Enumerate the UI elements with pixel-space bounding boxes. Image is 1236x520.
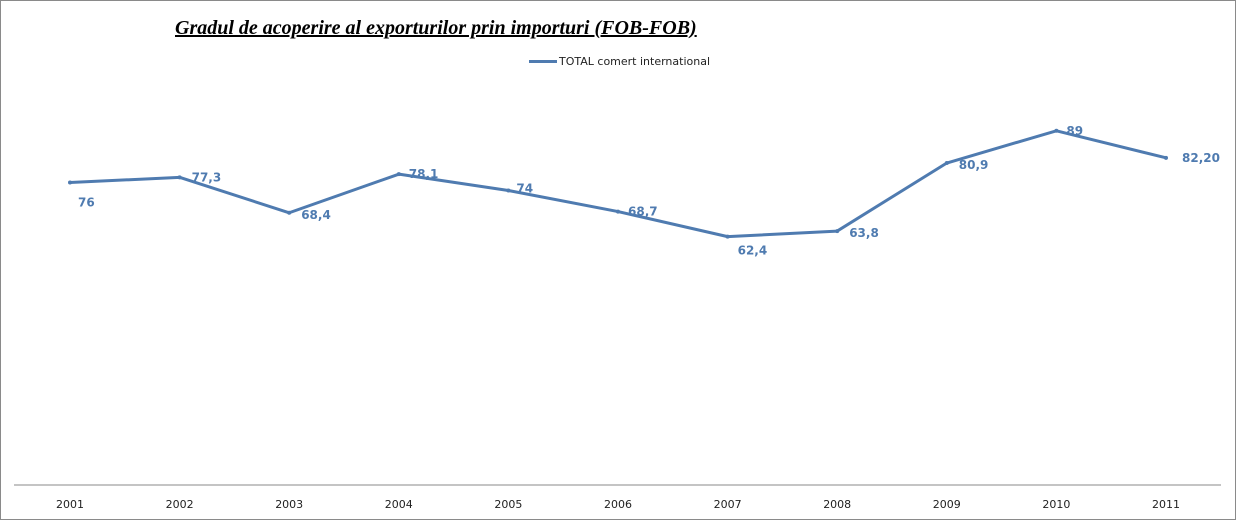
series-line (69, 129, 1167, 239)
data-label: 68,4 (301, 208, 331, 222)
data-point (725, 234, 730, 239)
data-point (506, 188, 511, 193)
data-label: 78,1 (409, 167, 439, 181)
chart-title: Gradul de acoperire al exporturilor prin… (175, 17, 697, 39)
data-point (287, 210, 292, 215)
x-tick-label: 2006 (604, 498, 632, 511)
x-tick-label: 2010 (1042, 498, 1070, 511)
data-label: 74 (516, 181, 533, 195)
x-tick-label: 2009 (933, 498, 961, 511)
data-point (177, 175, 182, 180)
legend-label: TOTAL comert international (559, 55, 711, 68)
x-tick-label: 2005 (494, 498, 522, 511)
data-label: 80,9 (959, 158, 989, 172)
legend-swatch (529, 60, 557, 63)
data-point (835, 229, 840, 234)
x-tick-label: 2011 (1152, 498, 1180, 511)
x-tick-label: 2002 (166, 498, 194, 511)
legend: TOTAL comert international (529, 55, 710, 68)
x-tick-label: 2008 (823, 498, 851, 511)
data-label: 77,3 (192, 170, 222, 184)
x-tick-label: 2001 (56, 498, 84, 511)
data-label: 63,8 (849, 226, 879, 240)
data-point (68, 180, 72, 185)
x-tick-label: 2004 (385, 498, 413, 511)
data-point (1054, 128, 1059, 133)
x-tick-label: 2007 (714, 498, 742, 511)
data-point (944, 161, 949, 166)
data-label: 68,7 (628, 205, 658, 219)
data-label: 89 (1066, 124, 1083, 138)
data-point (616, 209, 620, 214)
data-label: 76 (78, 196, 95, 210)
data-label: 62,4 (738, 244, 768, 258)
data-point (396, 172, 401, 177)
data-label: 82,20 (1182, 151, 1220, 165)
x-tick-label: 2003 (275, 498, 303, 511)
data-point (1164, 155, 1168, 160)
